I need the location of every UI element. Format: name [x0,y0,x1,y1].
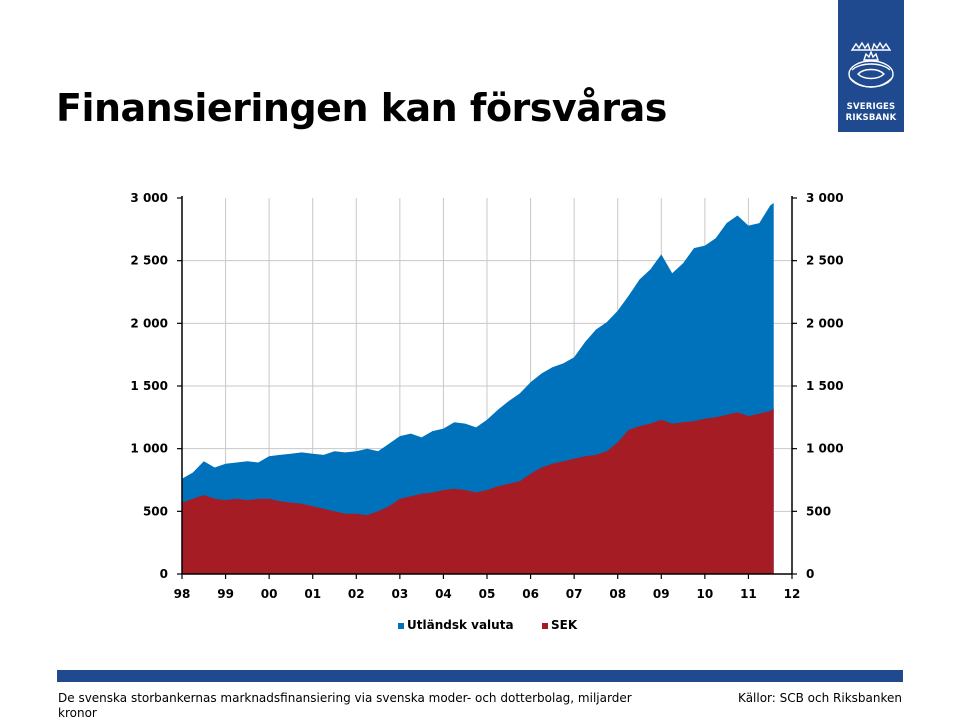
x-tick-label: 02 [348,587,365,601]
x-tick-label: 09 [653,587,670,601]
chart-footnote: De svenska storbankernas marknadsfinansi… [58,691,632,720]
y-tick-label-right: 1 000 [806,442,844,456]
y-tick-label-right: 0 [806,567,814,581]
x-tick-label: 07 [566,587,583,601]
x-tick-label: 12 [784,587,801,601]
y-tick-label-left: 1 000 [130,442,168,456]
y-tick-label-right: 2 000 [806,316,844,330]
x-tick-label: 03 [392,587,409,601]
y-tick-label-left: 2 000 [130,316,168,330]
legend-swatch-sek [542,623,548,629]
x-tick-label: 06 [522,587,539,601]
logo-line2: RIKSBANK [845,113,897,123]
legend-swatch-utlandsk-valuta [398,623,404,629]
y-tick-label-right: 1 500 [806,379,844,393]
y-tick-label-left: 2 500 [130,254,168,268]
riksbank-logo: SVERIGES RIKSBANK [838,0,904,132]
x-tick-label: 11 [740,587,757,601]
x-tick-label: 05 [479,587,496,601]
legend-label-sek: SEK [551,618,578,632]
x-tick-label: 99 [217,587,234,601]
legend-label-utlandsk-valuta: Utländsk valuta [407,618,514,632]
logo-line1: SVERIGES [846,102,896,112]
x-tick-label: 00 [261,587,278,601]
x-tick-label: 08 [609,587,626,601]
x-tick-label: 10 [697,587,714,601]
page-title: Finansieringen kan försvåras [56,86,667,130]
footer-bar [57,670,903,682]
series-area-sek [182,408,774,574]
y-tick-label-left: 0 [160,567,168,581]
x-tick-label: 01 [304,587,321,601]
chart-source: Källor: SCB och Riksbanken [738,691,902,705]
x-tick-label: 04 [435,587,452,601]
riksbank-emblem-icon [848,41,894,88]
y-tick-label-right: 500 [806,504,831,518]
x-tick-label: 98 [174,587,191,601]
y-tick-label-left: 3 000 [130,191,168,205]
y-tick-label-left: 500 [143,504,168,518]
y-tick-label-left: 1 500 [130,379,168,393]
y-tick-label-right: 3 000 [806,191,844,205]
y-tick-label-right: 2 500 [806,254,844,268]
